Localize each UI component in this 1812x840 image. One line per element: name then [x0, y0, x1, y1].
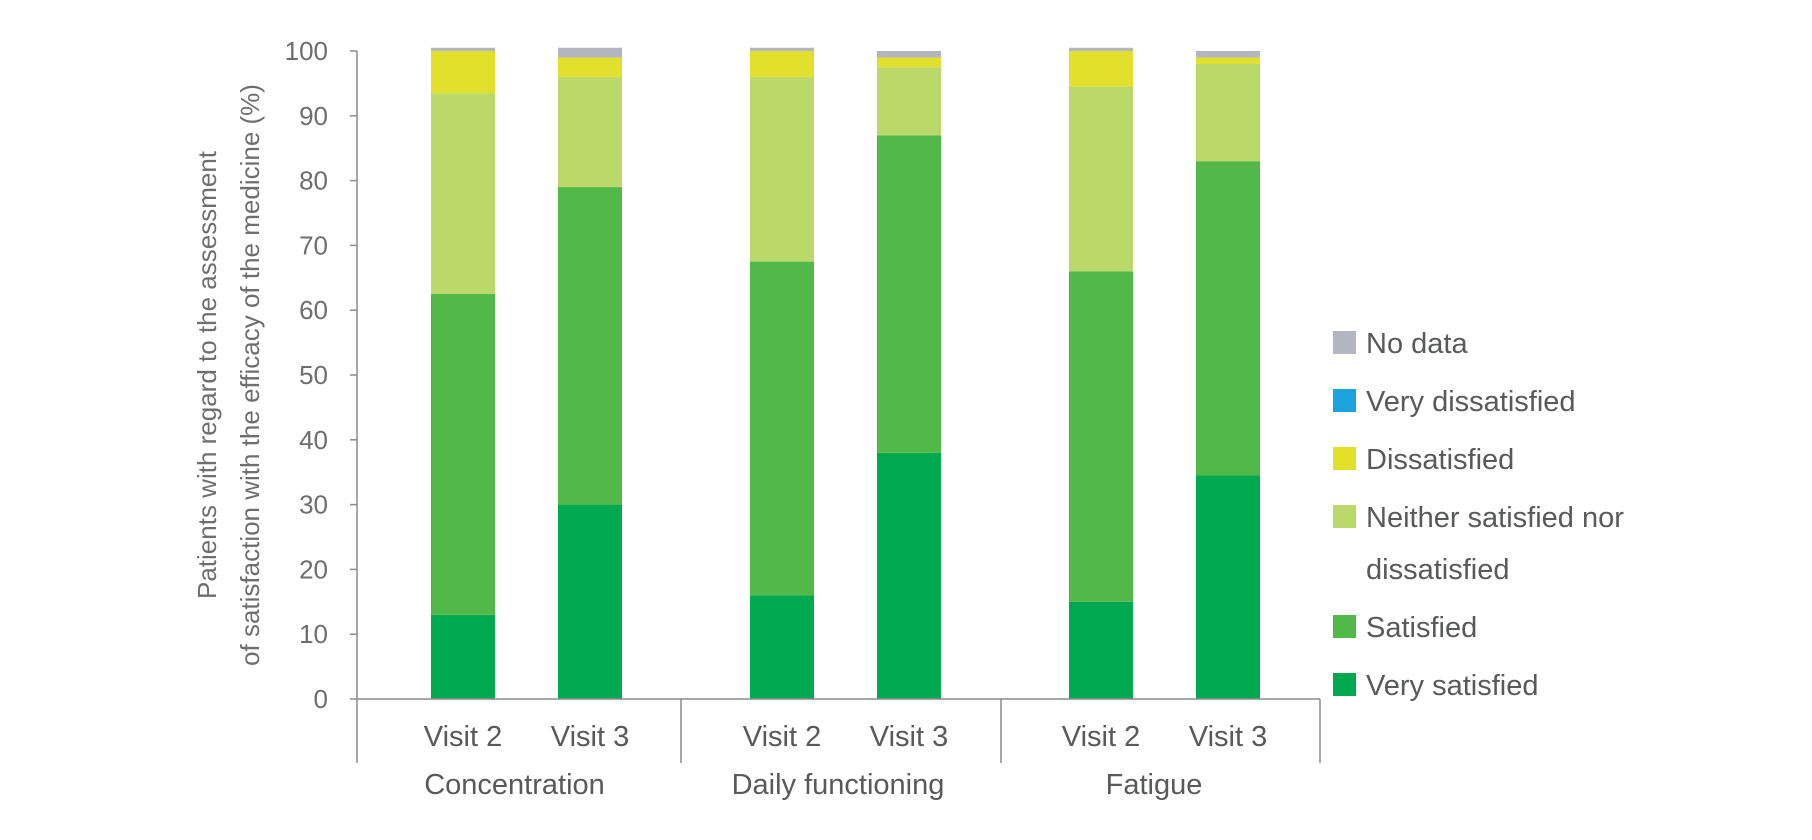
legend-label: Dissatisfied [1366, 444, 1514, 476]
bar-segment-very-satisfied-2 [558, 504, 622, 699]
bar-segment-neither-satisfied-nor-dissatisfied-5 [1069, 86, 1133, 272]
y-tick-label: 0 [314, 684, 328, 714]
axes-layer [350, 50, 1321, 763]
bar-segment-dissatisfied-5 [1069, 51, 1133, 87]
bar-segment-dissatisfied-1 [431, 51, 495, 94]
y-tick-label: 40 [299, 425, 328, 455]
bar-segment-dissatisfied-6 [1196, 57, 1260, 64]
legend-label: Satisfied [1366, 612, 1477, 644]
x-tick-label: Visit 2 [743, 721, 821, 753]
legend-swatch [1333, 447, 1356, 470]
bar-segment-no-data-2 [558, 47, 622, 58]
bar-segment-neither-satisfied-nor-dissatisfied-3 [750, 76, 814, 262]
y-tick-label: 70 [299, 230, 328, 260]
legend: No data Very dissatisfied Dissatisfied Neit… [1333, 328, 1624, 702]
y-tick-label: 60 [299, 295, 328, 325]
bar-segment-very-satisfied-3 [750, 595, 814, 699]
group-label: Concentration [424, 769, 605, 801]
legend-swatch [1333, 673, 1356, 696]
y-tick-label: 10 [299, 619, 328, 649]
y-tick-label: 20 [299, 554, 328, 584]
y-tick-label: 50 [299, 360, 328, 390]
bar-segment-dissatisfied-3 [750, 51, 814, 77]
y-axis-title-line-1: Patients with regard to the assessment [192, 150, 222, 599]
group-label: Daily functioning [732, 769, 945, 801]
legend-label: No data [1366, 328, 1468, 360]
bar-segment-dissatisfied-2 [558, 57, 622, 77]
bar-segment-satisfied-3 [750, 261, 814, 596]
legend-label: Very satisfied [1366, 670, 1538, 702]
bar-segment-satisfied-6 [1196, 161, 1260, 476]
bar-segment-very-satisfied-5 [1069, 601, 1133, 699]
x-tick-label: Visit 3 [551, 721, 629, 753]
legend-label: Very dissatisfied [1366, 386, 1576, 418]
bar-segment-neither-satisfied-nor-dissatisfied-4 [877, 67, 941, 136]
legend-swatch [1333, 331, 1356, 354]
bar-segment-satisfied-4 [877, 135, 941, 453]
bar-segment-no-data-1 [431, 47, 495, 51]
x-tick-label: Visit 2 [424, 721, 502, 753]
x-tick-label: Visit 3 [870, 721, 948, 753]
bars-layer [431, 47, 1260, 699]
group-label: Fatigue [1106, 769, 1203, 801]
bar-segment-neither-satisfied-nor-dissatisfied-2 [558, 76, 622, 188]
y-tick-label: 30 [299, 490, 328, 520]
legend-swatch [1333, 505, 1356, 528]
bar-segment-no-data-4 [877, 51, 941, 58]
y-tick-label: 100 [285, 36, 328, 66]
legend-label: dissatisfied [1366, 554, 1509, 586]
bar-segment-very-satisfied-1 [431, 614, 495, 699]
bar-segment-very-satisfied-6 [1196, 475, 1260, 699]
bar-segment-satisfied-1 [431, 294, 495, 615]
bar-segment-neither-satisfied-nor-dissatisfied-6 [1196, 63, 1260, 162]
y-axis-title: Patients with regard to the assessment o… [192, 84, 265, 666]
y-tick-label: 80 [299, 166, 328, 196]
bar-segment-no-data-6 [1196, 51, 1260, 58]
bar-segment-very-satisfied-4 [877, 452, 941, 699]
bar-segment-no-data-3 [750, 47, 814, 51]
bar-segment-dissatisfied-4 [877, 57, 941, 68]
x-tick-label: Visit 3 [1189, 721, 1267, 753]
legend-swatch [1333, 615, 1356, 638]
bar-segment-satisfied-5 [1069, 271, 1133, 602]
bar-segment-neither-satisfied-nor-dissatisfied-1 [431, 93, 495, 295]
bar-segment-no-data-5 [1069, 47, 1133, 51]
legend-label: Neither satisfied nor [1366, 502, 1624, 534]
y-tick-labels: 0 10 20 30 40 50 60 70 80 90 100 [285, 36, 328, 714]
x-tick-label: Visit 2 [1062, 721, 1140, 753]
x-category-labels: Visit 2 Visit 3 Visit 2 Visit 3 Visit 2 Visit… [424, 721, 1267, 753]
y-tick-label: 90 [299, 101, 328, 131]
bar-segment-satisfied-2 [558, 187, 622, 505]
legend-swatch [1333, 389, 1356, 412]
group-labels: Concentration Daily functioning Fatigue [424, 769, 1202, 801]
y-axis-title-line-2: of satisfaction with the efficacy of the… [235, 84, 265, 666]
